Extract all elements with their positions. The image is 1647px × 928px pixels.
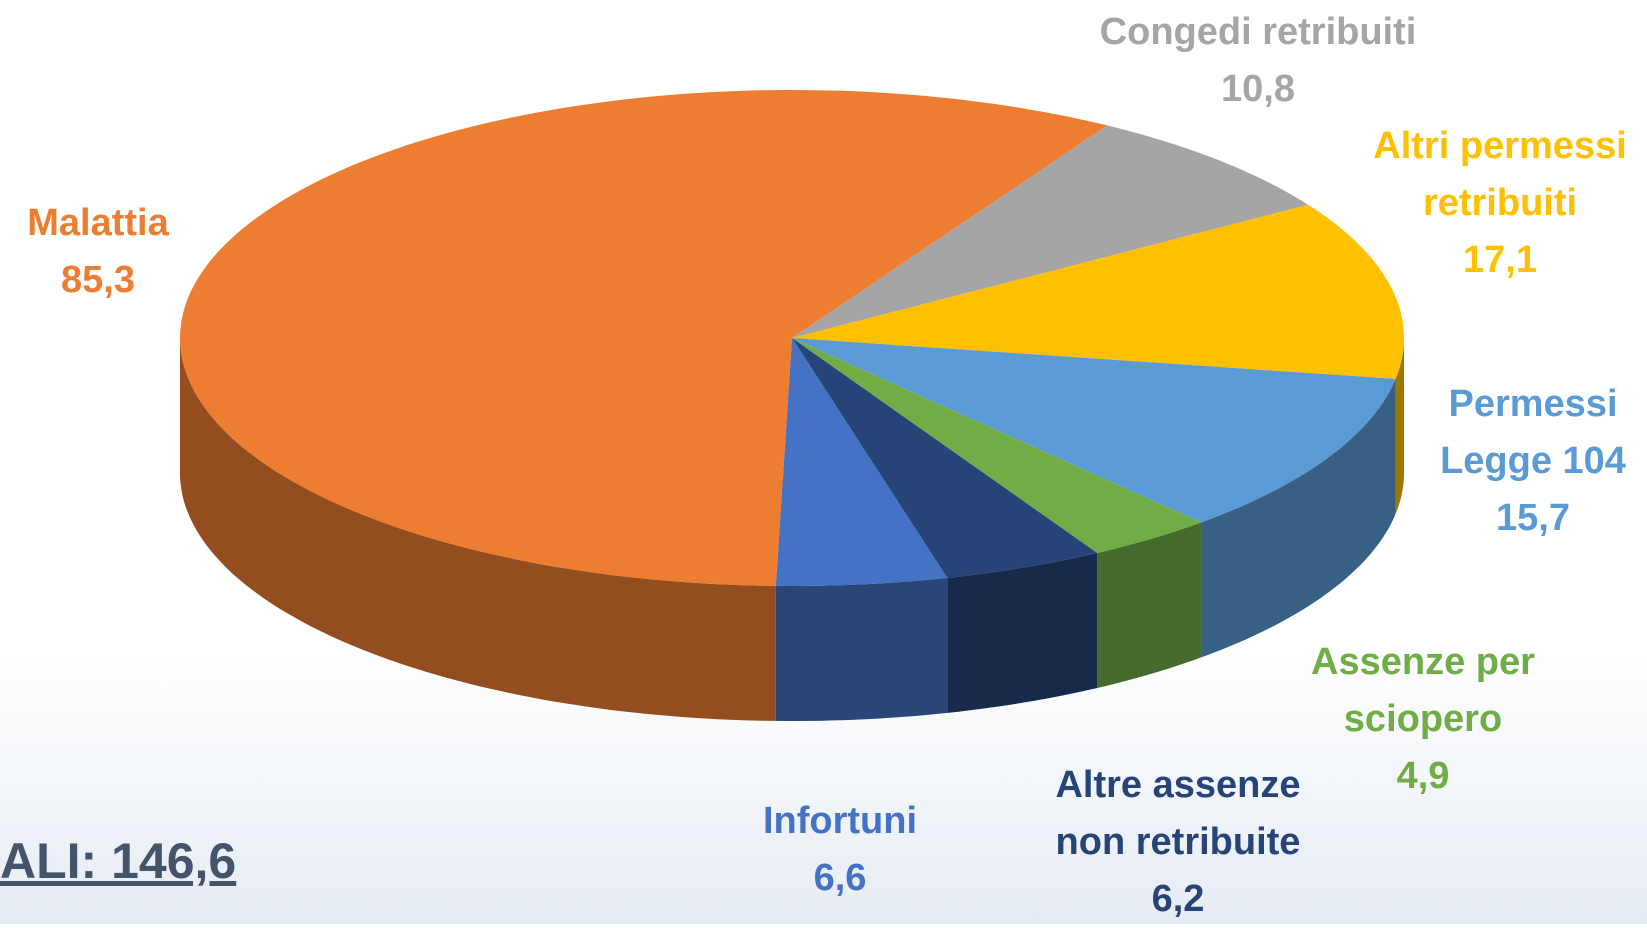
category-name: Assenze per sciopero	[1311, 641, 1535, 740]
value-label: 6,2	[1151, 878, 1205, 920]
slice-side	[1395, 338, 1404, 514]
slice-label: Congedi retribuiti 10,8	[1028, 4, 1488, 118]
slice	[792, 204, 1404, 379]
slice-side	[775, 577, 948, 721]
category-name: Congedi retribuiti	[1099, 11, 1417, 53]
slice	[792, 338, 1202, 553]
slice-side	[1201, 378, 1396, 658]
total-label: ALI: 146,6	[0, 833, 237, 889]
category-name: Altri permessi retribuiti	[1373, 125, 1627, 224]
slice	[792, 338, 1396, 523]
category-name: Malattia	[27, 202, 169, 244]
slice-label: Altri permessi retribuiti 17,1	[1340, 118, 1647, 289]
side-shade	[180, 338, 776, 721]
side-shade	[1395, 338, 1404, 514]
slice-side	[1097, 522, 1202, 688]
value-label: 17,1	[1463, 239, 1537, 281]
slice-label: Assenze per sciopero 4,9	[1288, 634, 1558, 805]
side-shade	[1097, 522, 1202, 688]
side-shade	[775, 577, 948, 721]
slice-side	[947, 553, 1098, 713]
value-label: 85,3	[61, 259, 135, 301]
side-shade	[947, 553, 1098, 713]
category-name: Altre assenze non retribuite	[1055, 764, 1301, 863]
slice	[792, 338, 1098, 578]
side-shade	[1201, 378, 1396, 658]
category-name: Infortuni	[762, 800, 918, 842]
value-label: 15,7	[1496, 497, 1570, 539]
value-label: 4,9	[1396, 755, 1450, 797]
category-name: Permessi Legge 104	[1440, 383, 1626, 482]
slice	[180, 90, 1108, 586]
value-label: 10,8	[1221, 68, 1295, 110]
value-label: 6,6	[813, 857, 867, 899]
slice-label: Infortuni 6,6	[690, 793, 990, 907]
slice-label: Malattia 85,3	[0, 195, 198, 309]
slice-label: Permessi Legge 104 15,7	[1423, 376, 1643, 547]
sides	[180, 338, 1404, 721]
slice	[792, 125, 1309, 339]
slice	[775, 338, 948, 586]
slice-side	[180, 338, 776, 721]
slice-label: Altre assenze non retribuite 6,2	[1028, 757, 1328, 928]
